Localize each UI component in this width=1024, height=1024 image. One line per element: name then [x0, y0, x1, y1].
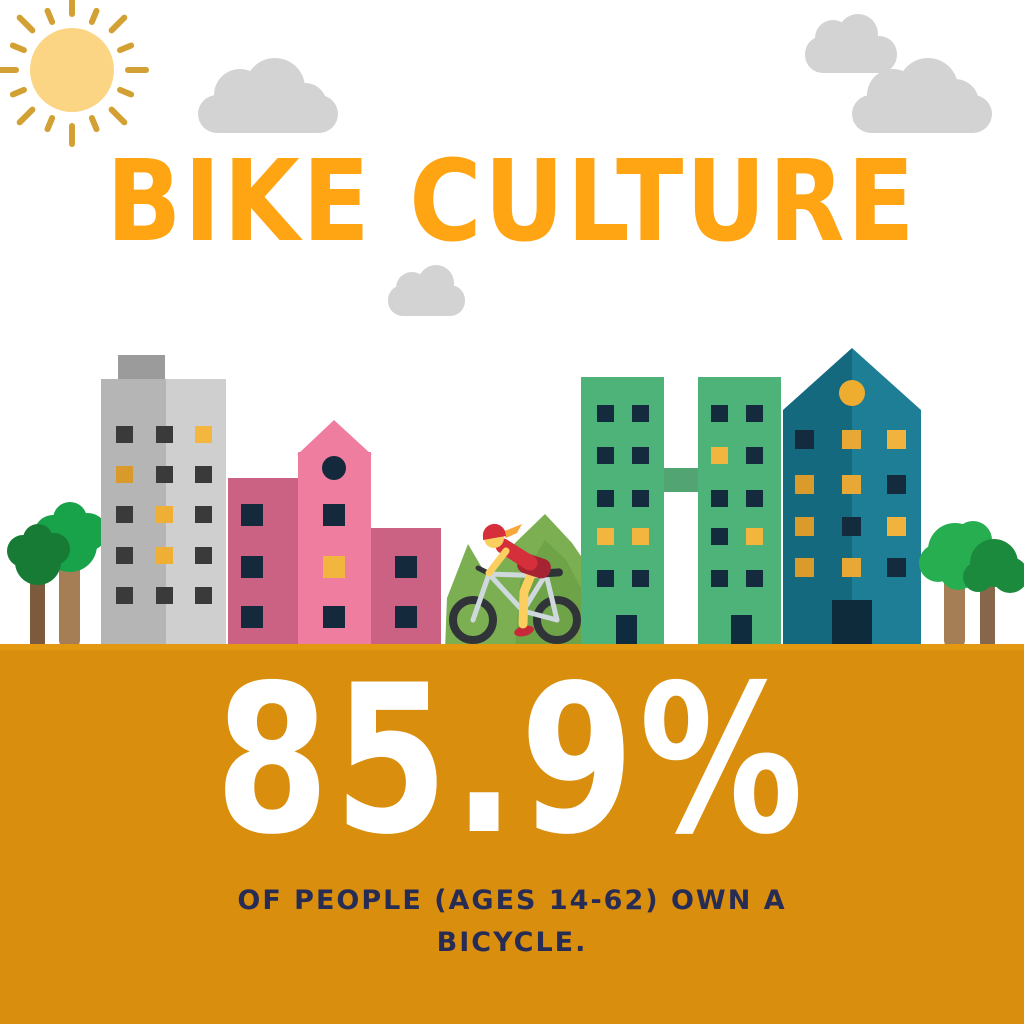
sun-icon	[0, 0, 149, 147]
cloud-icon	[388, 265, 465, 316]
cloud-icon	[852, 58, 992, 133]
page-title: BIKE CULTURE	[0, 146, 1024, 258]
gray-building-icon	[101, 355, 226, 650]
tree-icon	[7, 502, 107, 650]
mountain-biker-icon	[449, 523, 581, 644]
stat-value-text: 85.9%	[215, 642, 809, 880]
ground-line	[0, 644, 1024, 652]
tree-icon	[919, 521, 1024, 650]
stat-panel	[0, 650, 1024, 1024]
cloud-icon	[198, 58, 338, 133]
cloud-icon	[805, 14, 897, 73]
green-towers-icon	[581, 377, 781, 650]
pink-building-icon	[228, 420, 441, 650]
stat-caption: OF PEOPLE (AGES 14-62) OWN A BICYCLE.	[237, 885, 787, 958]
teal-building-icon	[783, 348, 921, 650]
page-title-text: BIKE CULTURE	[106, 137, 918, 267]
stat-value: 85.9%	[0, 659, 1024, 864]
